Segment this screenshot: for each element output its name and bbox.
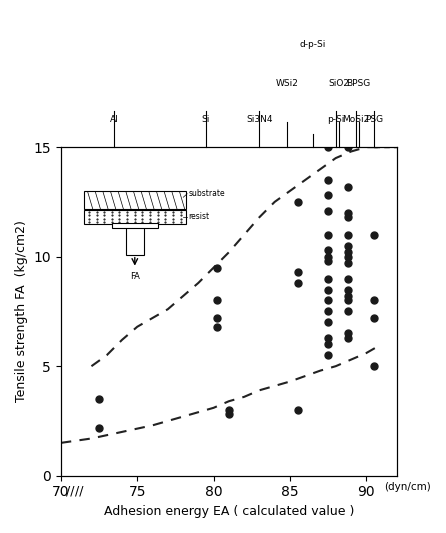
- Y-axis label: Tensile strength FA  (kg/cm2): Tensile strength FA (kg/cm2): [15, 221, 28, 402]
- Text: WSi2: WSi2: [276, 79, 298, 88]
- Text: Al: Al: [110, 115, 119, 124]
- Text: (dyn/cm): (dyn/cm): [384, 482, 431, 491]
- Text: p-Si: p-Si: [327, 115, 344, 124]
- Text: Si: Si: [202, 115, 210, 124]
- Text: SiO2: SiO2: [328, 79, 349, 88]
- X-axis label: Adhesion energy EA ( calculated value ): Adhesion energy EA ( calculated value ): [103, 505, 354, 518]
- Text: MoSi2: MoSi2: [342, 115, 369, 124]
- Text: //: //: [66, 484, 74, 498]
- Text: Si3N4: Si3N4: [246, 115, 273, 124]
- Text: d-p-Si: d-p-Si: [300, 39, 326, 49]
- Text: PSG: PSG: [365, 115, 383, 124]
- Text: //: //: [75, 484, 83, 498]
- Text: BPSG: BPSG: [347, 79, 371, 88]
